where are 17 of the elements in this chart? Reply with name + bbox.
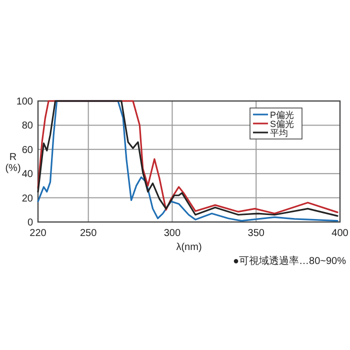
y-tick-label: 20: [22, 193, 34, 204]
text: ●可視域透過率…80~90%: [232, 255, 346, 267]
legend-label: 平均: [270, 128, 288, 138]
x-tick-label: 300: [164, 228, 181, 239]
x-tick-label: 400: [332, 228, 349, 239]
x-tick-label: 350: [248, 228, 265, 239]
x-tick-label: 250: [80, 228, 98, 239]
y-tick-label: 0: [27, 218, 34, 228]
y-axis-title: R (%): [5, 152, 21, 174]
y-tick-label: 80: [22, 120, 34, 132]
x-axis-title: λ(nm): [176, 242, 202, 253]
legend-label: S偏光: [270, 119, 294, 129]
y-tick-label: 40: [22, 169, 34, 180]
y-tick-label: 60: [22, 144, 34, 156]
x-tick-label: 220: [30, 228, 47, 239]
legend-label: P偏光: [270, 110, 294, 120]
y-tick-label: 100: [16, 96, 34, 108]
